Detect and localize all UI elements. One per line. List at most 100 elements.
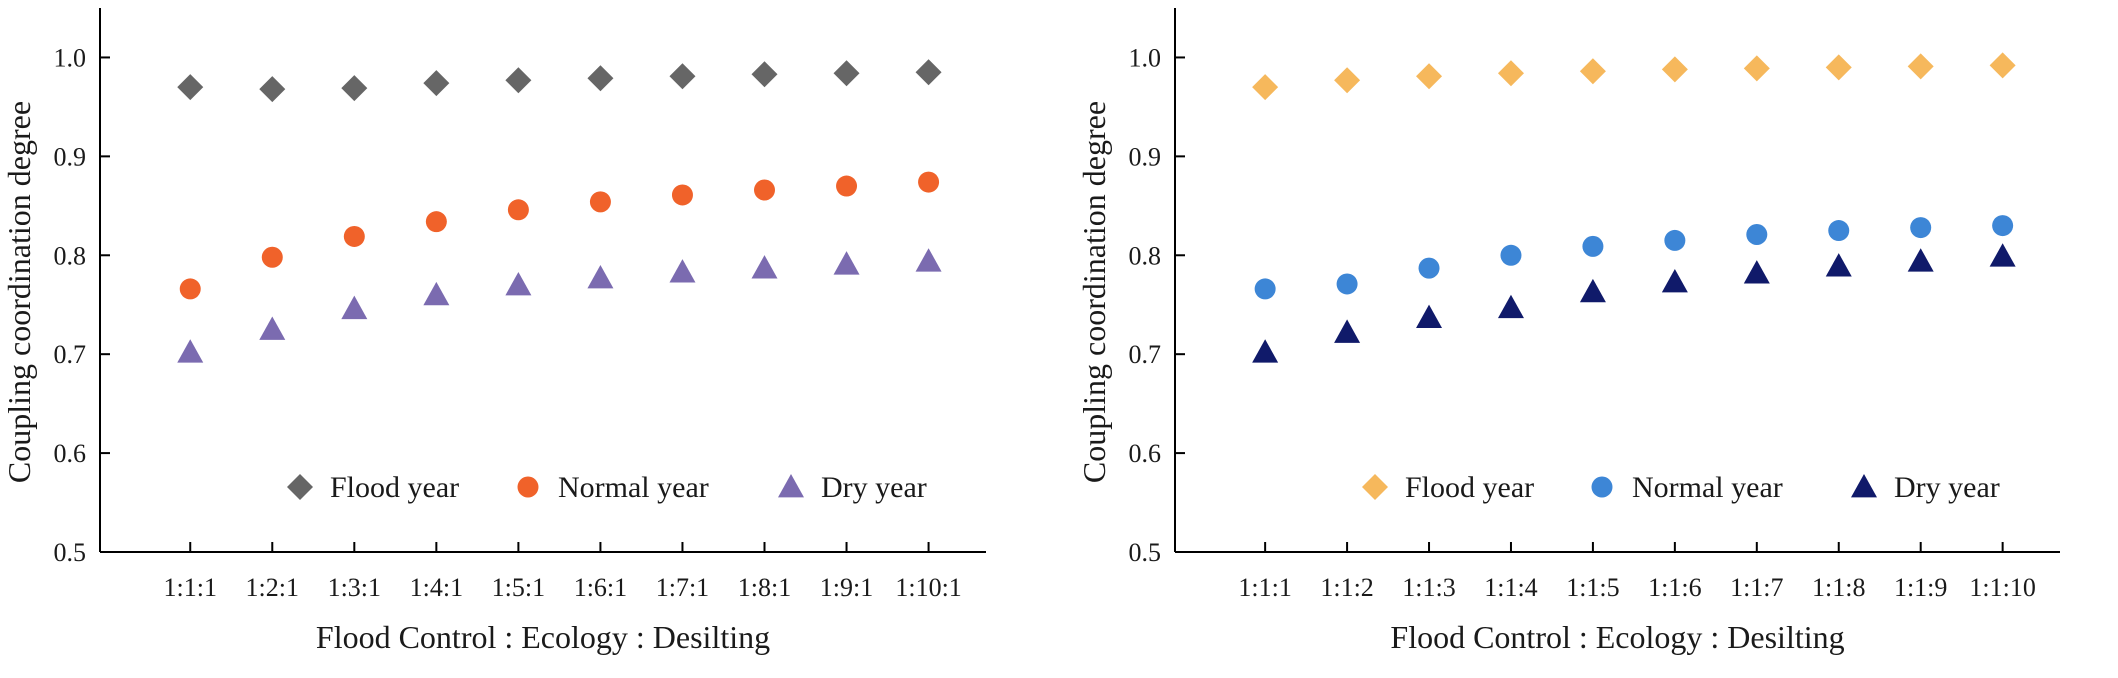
- x-tick-label: 1:1:10: [1969, 573, 2035, 602]
- data-point: [507, 199, 529, 221]
- y-tick-label: 1.0: [1129, 43, 1162, 72]
- x-tick-label: 1:1:9: [1894, 573, 1947, 602]
- x-tick-label: 1:1:8: [1812, 573, 1865, 602]
- legend-marker-diamond: [1362, 474, 1388, 500]
- data-point: [751, 61, 778, 88]
- data-point: [754, 179, 775, 201]
- data-point: [1907, 53, 1934, 80]
- series-circle: [1254, 215, 2014, 300]
- data-point: [1825, 54, 1852, 81]
- legend-label: Flood year: [330, 471, 459, 504]
- data-point: [918, 171, 940, 193]
- data-point: [1664, 229, 1686, 251]
- data-point: [1254, 278, 1276, 300]
- x-tick-label: 1:4:1: [410, 573, 463, 602]
- data-point: [1418, 257, 1440, 279]
- x-tick-label: 1:10:1: [895, 573, 961, 602]
- data-point: [915, 248, 942, 272]
- legend-marker-diamond: [287, 474, 313, 500]
- data-point: [1910, 217, 1932, 239]
- data-point: [1252, 74, 1279, 101]
- series-triangle: [177, 248, 942, 363]
- data-point: [1661, 56, 1688, 83]
- y-tick-label: 0.9: [1129, 142, 1162, 171]
- data-point: [833, 60, 860, 87]
- x-axis-title: Flood Control : Ecology : Desilting: [316, 619, 770, 655]
- data-point: [177, 339, 204, 363]
- x-tick-label: 1:1:1: [164, 573, 217, 602]
- data-point: [1252, 339, 1279, 363]
- data-point: [671, 184, 693, 206]
- data-point: [1989, 52, 2016, 79]
- y-tick-label: 0.8: [54, 241, 87, 270]
- legend-marker-triangle: [778, 474, 804, 498]
- y-tick-label: 0.7: [54, 340, 87, 369]
- legend: Flood year Normal year Dry year: [287, 471, 927, 504]
- data-point: [1497, 294, 1524, 319]
- x-tick-label: 1:1:2: [1320, 573, 1373, 602]
- data-point: [833, 251, 860, 275]
- data-point: [836, 175, 858, 197]
- data-point: [751, 255, 778, 279]
- data-point: [587, 265, 614, 289]
- legend-marker-circle: [517, 476, 539, 498]
- x-tick-label: 1:3:1: [328, 573, 381, 602]
- data-point: [505, 271, 532, 296]
- data-point: [1334, 67, 1361, 94]
- data-point: [1579, 58, 1606, 85]
- y-tick-label: 0.6: [54, 439, 87, 468]
- legend-label: Flood year: [1405, 471, 1534, 504]
- series-circle: [179, 171, 940, 300]
- x-tick-label: 1:9:1: [820, 573, 873, 602]
- data-point: [179, 278, 201, 300]
- y-axis-title: Coupling coordination degree: [1, 101, 37, 483]
- y-axis-title: Coupling coordination degree: [1076, 101, 1112, 483]
- x-tick-label: 1:1:7: [1730, 573, 1783, 602]
- data-point: [1743, 55, 1770, 82]
- data-point: [1416, 63, 1443, 90]
- data-point: [1989, 243, 2016, 267]
- legend-marker-circle: [1591, 476, 1613, 498]
- y-tick-label: 0.7: [1129, 340, 1162, 369]
- x-axis-title: Flood Control : Ecology : Desilting: [1390, 619, 1844, 655]
- x-tick-label: 1:6:1: [574, 573, 627, 602]
- data-point: [1416, 304, 1443, 328]
- y-tick-label: 1.0: [54, 43, 87, 72]
- data-point: [259, 316, 286, 340]
- data-point: [1334, 319, 1361, 343]
- x-tick-label: 1:1:3: [1402, 573, 1455, 602]
- data-point: [177, 74, 204, 101]
- data-point: [259, 76, 286, 103]
- data-point: [1746, 224, 1768, 246]
- series-diamond: [177, 59, 942, 103]
- data-point: [341, 75, 368, 102]
- x-tick-label: 1:2:1: [246, 573, 299, 602]
- data-point: [1497, 60, 1524, 87]
- y-tick-label: 0.5: [54, 538, 87, 567]
- data-point: [1336, 273, 1358, 295]
- data-point: [669, 63, 696, 90]
- y-tick-label: 0.9: [54, 142, 87, 171]
- legend-label: Dry year: [1894, 471, 2000, 504]
- x-tick-label: 1:1:1: [1238, 573, 1291, 602]
- chart-panel-2: 0.5 0.6 0.7 0.8 0.9 1.0 1:1:1 1:1:2 1:1:3 1:1:4 1:…: [1076, 8, 2060, 655]
- y-tick-label: 0.8: [1129, 241, 1162, 270]
- data-point: [1992, 215, 2014, 237]
- series-diamond: [1252, 52, 2016, 101]
- data-point: [1579, 278, 1606, 303]
- x-tick-label: 1:7:1: [656, 573, 709, 602]
- series-triangle: [1252, 243, 2016, 363]
- data-point: [1743, 260, 1770, 284]
- data-point: [425, 211, 447, 233]
- data-point: [423, 281, 450, 306]
- data-point: [1828, 220, 1850, 242]
- chart-panel-1: 0.5 0.6 0.7 0.8 0.9 1.0 1:1:1 1:2:1 1:3:1 1:4:1 1:…: [1, 8, 986, 655]
- y-tick-label: 0.5: [1129, 538, 1162, 567]
- data-point: [505, 67, 532, 94]
- x-tick-label: 1:1:6: [1648, 573, 1701, 602]
- data-point: [423, 70, 450, 97]
- x-tick-label: 1:1:5: [1566, 573, 1619, 602]
- legend-marker-triangle: [1851, 474, 1877, 498]
